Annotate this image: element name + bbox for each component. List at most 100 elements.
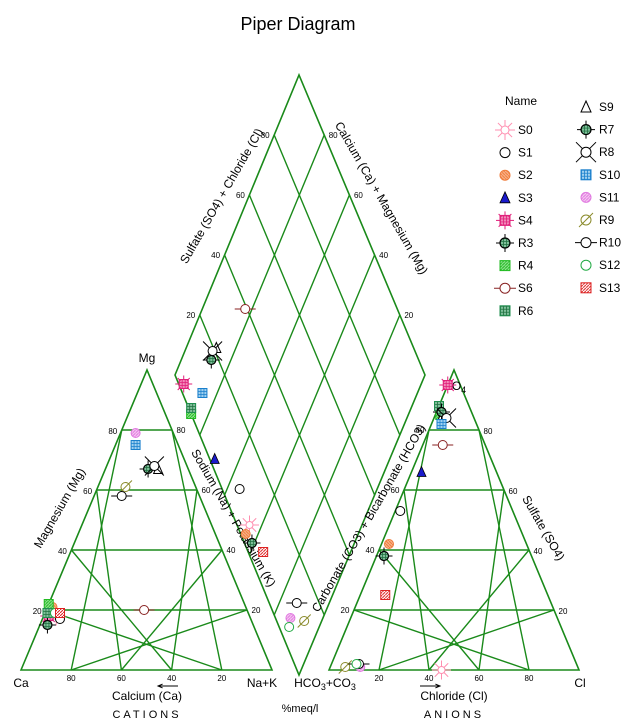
cation-right-tick: 20 [252, 606, 261, 615]
anion-bottom-tick: 80 [525, 674, 534, 683]
diamond-grid-line [199, 134, 325, 436]
diamond-grid-line [248, 254, 376, 556]
legend-label: S3 [518, 191, 533, 205]
diamond-grid-line [199, 314, 325, 616]
legend-label: R6 [518, 304, 534, 318]
point-anion-s6 [432, 440, 454, 450]
diamond-right-tick: 40 [379, 251, 388, 260]
anion-triangle-grid-line [378, 609, 555, 671]
anion-triangle-outline [327, 367, 581, 671]
legend-label: S4 [518, 213, 533, 227]
legend-swatch [496, 211, 514, 230]
legend-label: R10 [599, 236, 621, 250]
anion-triangle-grid-line [478, 429, 530, 671]
cation-left-tick: 40 [58, 547, 67, 556]
cation-corner-mg: Mg [139, 351, 156, 365]
legend-swatch [499, 260, 511, 272]
legend-item-r9: R9 [578, 212, 615, 228]
anion-bottom-arrow-head [435, 683, 442, 689]
cation-left-tick: 80 [108, 427, 117, 436]
anion-bottom-tick: 60 [475, 674, 484, 683]
diamond-upper-left-axis-label: Sulfate (SO4) + Chloride (Cl) [177, 126, 266, 266]
point-anion-s12 [351, 659, 362, 669]
point-diamond-r6 [186, 403, 197, 413]
legend-swatch [580, 169, 592, 181]
cation-bottom-tick: 80 [67, 674, 76, 683]
point-diamond-s6 [234, 304, 256, 314]
cation-bottom-tick: 60 [117, 674, 126, 683]
point-diamond-r7 [202, 351, 220, 369]
point-diamond-s2 [240, 529, 251, 539]
anion-bottom-tick: 40 [425, 674, 434, 683]
diamond-right-tick: 80 [329, 131, 338, 140]
point-diamond-s3 [209, 452, 220, 464]
legend-item-r6: R6 [499, 304, 534, 318]
point-anion-r9 [338, 660, 353, 674]
legend: S0 S1 S2 S3 S4 R3 R4 S6 R6 S9 R7 R8 S10 S11 R9 R10 S12 S1… [494, 99, 621, 318]
legend-swatch [577, 120, 595, 139]
anion-right-tick: 80 [484, 427, 493, 436]
legend-item-s10: S10 [580, 168, 621, 182]
cation-bottom-arrow-head [156, 683, 163, 689]
cation-triangle-grid-line [45, 609, 223, 671]
anion-triangle-grid-line [378, 549, 480, 671]
cation-right-tick: 40 [227, 546, 236, 555]
cation-left-tick: 60 [83, 487, 92, 496]
diamond-right-tick: 20 [404, 311, 413, 320]
legend-label: S13 [599, 281, 621, 295]
anion-left-tick: 40 [366, 546, 375, 555]
legend-title: Name [505, 94, 537, 108]
point-diamond-s0 [240, 515, 259, 535]
legend-label: S12 [599, 258, 621, 272]
cation-corner-nak: Na+K [247, 676, 277, 690]
point-anion-s13 [380, 590, 391, 600]
point-cation-r10 [111, 491, 133, 501]
anion-corner-hco3: HCO3+CO3 [294, 676, 356, 692]
legend-label: R8 [599, 145, 615, 159]
diamond-left-tick: 80 [261, 131, 270, 140]
diamond-grid-line [273, 314, 401, 616]
legend-item-s9: S9 [580, 99, 614, 114]
anion-triangle-grid-line [403, 489, 430, 671]
diamond-left-tick: 20 [186, 311, 195, 320]
cation-corner-ca: Ca [13, 676, 29, 690]
anion-triangle-grid-line [428, 549, 530, 671]
anions-title: ANIONS [424, 709, 484, 721]
point-anion-s1 [395, 506, 406, 516]
legend-item-s2: S2 [499, 168, 533, 182]
legend-item-r10: R10 [575, 236, 621, 250]
cation-triangle-grid-line [120, 549, 223, 671]
grid-layer [19, 72, 581, 678]
cation-left-axis-label: Magnesium (Mg) [31, 466, 88, 551]
legend-swatch [580, 282, 592, 294]
anion-bottom-axis-label: Chloride (Cl) [420, 689, 487, 703]
cation-triangle-grid-line [170, 489, 198, 671]
cation-left-tick: 20 [33, 607, 42, 616]
legend-swatch [499, 169, 511, 181]
point-diamond-s13 [258, 547, 269, 557]
cation-right-tick: 80 [177, 426, 186, 435]
anion-bottom-tick: 20 [375, 674, 384, 683]
anion-left-tick: 60 [391, 486, 400, 495]
diamond-left-tick: 60 [236, 191, 245, 200]
legend-swatch [580, 259, 592, 271]
legend-swatch [499, 305, 511, 317]
legend-label: S0 [518, 123, 533, 137]
point-cation-r8 [144, 456, 165, 476]
legend-item-s13: S13 [580, 281, 621, 295]
chart-title: Piper Diagram [240, 14, 355, 34]
diamond-grid-line [223, 254, 351, 556]
legend-label: S2 [518, 168, 533, 182]
anion-left-tick: 20 [341, 606, 350, 615]
cation-triangle-grid-line [171, 429, 223, 671]
cation-triangle-grid-line [70, 429, 123, 671]
legend-label: S9 [599, 100, 614, 114]
point-anion-r3 [375, 547, 393, 565]
legend-item-s1: S1 [499, 146, 533, 160]
legend-label: S10 [599, 168, 621, 182]
legend-label: S11 [599, 190, 620, 204]
cation-right-tick: 60 [202, 486, 211, 495]
data-points [38, 304, 457, 680]
legend-item-r3: R3 [496, 234, 534, 252]
